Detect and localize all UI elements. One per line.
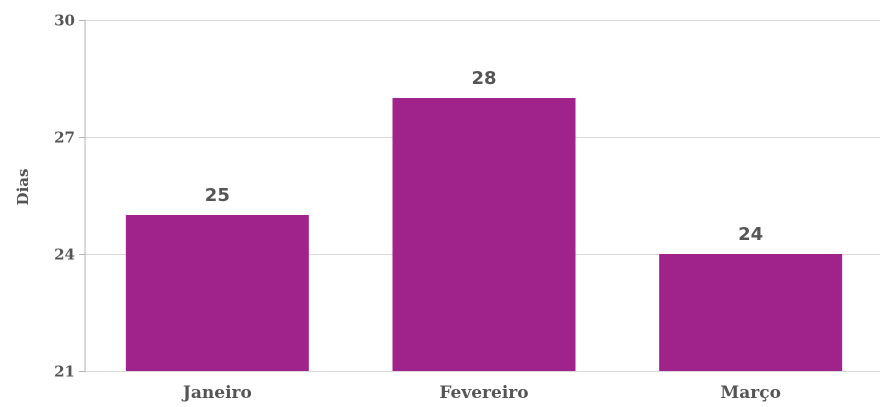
bars	[125, 98, 843, 371]
y-tick-label: 21	[54, 363, 75, 381]
x-tick-label: Março	[720, 383, 780, 403]
y-tick-label: 27	[54, 129, 75, 147]
x-tick-label: Fevereiro	[439, 383, 528, 403]
y-tick-label: 30	[54, 12, 75, 30]
y-axis-label: Dias	[14, 169, 32, 206]
y-ticks: 21 24 27 30	[54, 12, 85, 381]
data-label: 24	[738, 224, 763, 245]
y-tick-label: 24	[54, 246, 75, 264]
bar-janeiro	[125, 215, 309, 371]
x-tick-label: Janeiro	[181, 383, 252, 403]
data-label: 25	[205, 185, 230, 206]
x-tick-labels: Janeiro Fevereiro Março	[181, 383, 781, 403]
data-labels: 25 28 24	[205, 68, 763, 245]
bar-fevereiro	[392, 98, 576, 371]
data-label: 28	[471, 68, 496, 89]
bar-março	[659, 254, 843, 371]
